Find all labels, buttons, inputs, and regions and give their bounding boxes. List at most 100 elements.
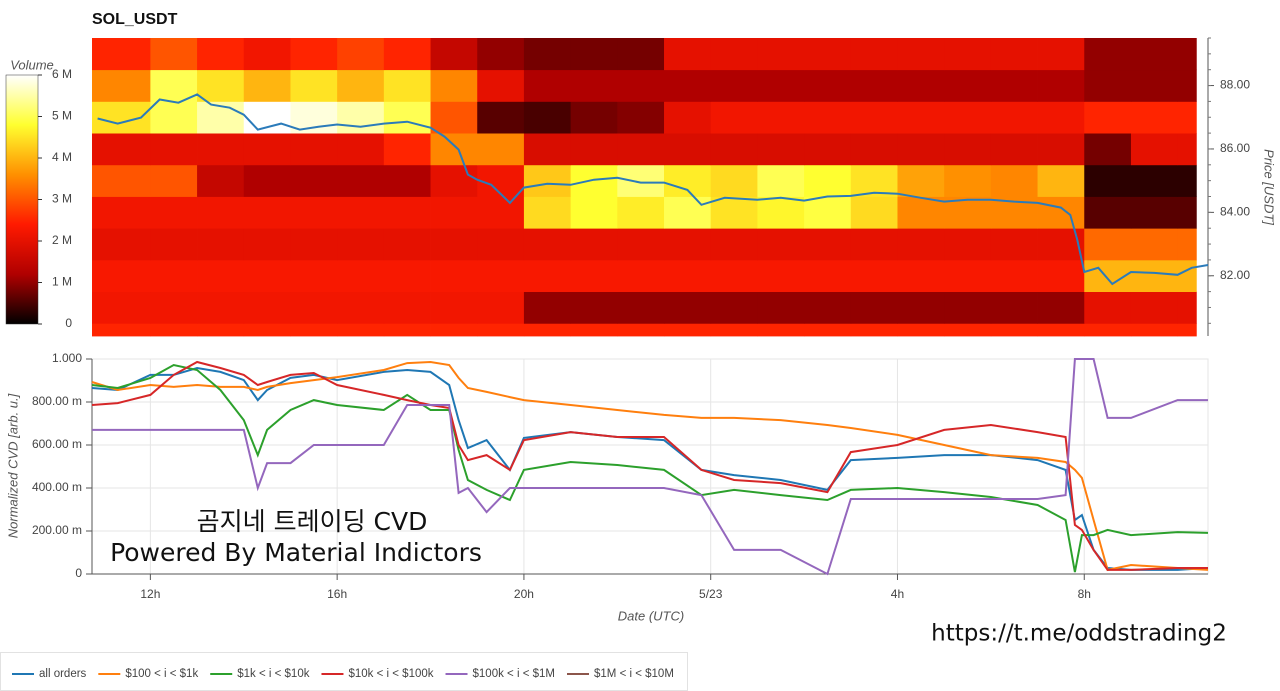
heatmap-cell <box>383 133 431 166</box>
heatmap-cell <box>617 38 665 71</box>
colorbar-tick-label: 6 M <box>52 67 72 81</box>
heatmap-cell <box>1130 101 1179 134</box>
heatmap-cell <box>150 259 198 293</box>
heatmap-cell <box>243 38 291 71</box>
heatmap-cell <box>710 291 758 324</box>
heatmap-cell <box>477 259 525 293</box>
heatmap-cell <box>383 323 431 337</box>
heatmap-cell <box>664 164 712 197</box>
heatmap-cell <box>570 164 618 197</box>
heatmap-cell <box>430 259 478 293</box>
heatmap-cell <box>897 69 945 102</box>
cvd-axis-label: Normalized CVD [arb. u.] <box>5 393 20 538</box>
heatmap-cell <box>197 38 245 71</box>
heatmap-cell <box>523 164 572 197</box>
heatmap-cell <box>290 133 338 166</box>
heatmap-cell <box>990 133 1038 166</box>
heatmap-cell <box>570 133 618 166</box>
heatmap-cell <box>1037 323 1085 337</box>
heatmap-cell <box>710 196 758 229</box>
heatmap-cell <box>944 38 992 71</box>
heatmap-cell <box>710 323 758 337</box>
heatmap-cell <box>430 101 478 134</box>
heatmap-cell <box>710 228 758 261</box>
heatmap-cell <box>430 291 478 324</box>
x-tick-label: 4h <box>891 587 904 601</box>
heatmap-cell <box>804 69 852 102</box>
heatmap-cell <box>664 133 712 166</box>
heatmap-cell <box>1177 69 1197 102</box>
heatmap-cell <box>337 164 385 197</box>
colorbar-tick-label: 1 M <box>52 275 72 289</box>
heatmap-cell <box>92 38 151 71</box>
heatmap-cell <box>990 228 1038 261</box>
x-axis-label: Date (UTC) <box>618 608 684 623</box>
heatmap-cell <box>150 323 198 337</box>
heatmap-cell <box>290 291 338 324</box>
heatmap-cell <box>383 196 431 229</box>
heatmap-cell <box>477 196 525 229</box>
heatmap-cell <box>757 101 805 134</box>
heatmap-cell <box>897 291 945 324</box>
heatmap-cell <box>1084 196 1132 229</box>
legend-label: $100k < i < $1M <box>473 668 555 680</box>
heatmap-cell <box>337 259 385 293</box>
heatmap-cell <box>337 323 385 337</box>
y-tick-label: 1.000 <box>52 351 82 365</box>
heatmap-cell <box>477 291 525 324</box>
heatmap-cell <box>243 196 291 229</box>
heatmap-cell <box>430 164 478 197</box>
heatmap-cell <box>337 291 385 324</box>
heatmap-cell <box>757 259 805 293</box>
heatmap-cell <box>92 196 151 229</box>
heatmap-cell <box>664 259 712 293</box>
heatmap-cell <box>570 196 618 229</box>
heatmap-cell <box>1037 38 1085 71</box>
heatmap-cell <box>850 323 898 337</box>
heatmap-cell <box>523 196 572 229</box>
heatmap-cell <box>243 69 291 102</box>
heatmap-cell <box>337 38 385 71</box>
heatmap-cell <box>150 291 198 324</box>
heatmap-cell <box>243 323 291 337</box>
heatmap-cell <box>570 38 618 71</box>
heatmap-cell <box>337 133 385 166</box>
heatmap-cell <box>710 38 758 71</box>
heatmap-cell <box>617 164 665 197</box>
heatmap-cell <box>383 291 431 324</box>
heatmap-cell <box>477 228 525 261</box>
heatmap-cell <box>570 323 618 337</box>
colorbar-tick-label: 4 M <box>52 150 72 164</box>
heatmap-cell <box>664 291 712 324</box>
heatmap-cell <box>383 38 431 71</box>
heatmap-cell <box>897 228 945 261</box>
heatmap-cell <box>897 38 945 71</box>
heatmap-cell <box>523 228 572 261</box>
heatmap-cell <box>804 228 852 261</box>
heatmap-cell <box>1130 38 1179 71</box>
heatmap-cell <box>337 101 385 134</box>
heatmap-cell <box>290 69 338 102</box>
heatmap-cell <box>944 323 992 337</box>
layer: 82.00 84.00 86.00 88.00 0 1 M 2 M 3 M 4 M 5 M 6 M 0… <box>12 37 1250 680</box>
heatmap-cell <box>1037 196 1085 229</box>
heatmap-cell <box>337 69 385 102</box>
heatmap-cell <box>1037 291 1085 324</box>
heatmap-cell <box>617 133 665 166</box>
heatmap-cell <box>1177 196 1197 229</box>
heatmap-cell <box>897 196 945 229</box>
heatmap-cell <box>1177 38 1197 71</box>
heatmap-cell <box>990 101 1038 134</box>
chart-title: SOL_USDT <box>92 11 178 28</box>
heatmap-cell <box>523 38 572 71</box>
heatmap-cell <box>710 259 758 293</box>
heatmap-cell <box>757 133 805 166</box>
heatmap-cell <box>523 133 572 166</box>
x-tick-label: 20h <box>514 587 534 601</box>
heatmap-cell <box>430 38 478 71</box>
heatmap-cell <box>1084 228 1132 261</box>
heatmap-cell <box>197 196 245 229</box>
heatmap-cell <box>757 38 805 71</box>
heatmap-cell <box>243 133 291 166</box>
